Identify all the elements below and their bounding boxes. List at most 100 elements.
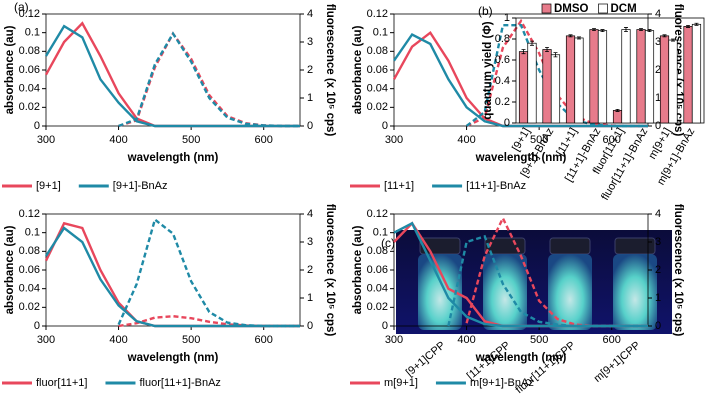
y-tick-label: 0 (34, 120, 40, 132)
bar (542, 49, 552, 124)
absorbance-line (44, 221, 300, 328)
y2-tick-label: 0 (655, 320, 661, 332)
error-bar (662, 34, 667, 38)
legend-label: m[9+1] (384, 377, 418, 389)
y-tick-label: 0.06 (19, 264, 40, 276)
fluorescence-line (117, 217, 300, 328)
x-tick-label: 300 (37, 134, 55, 146)
bar (621, 29, 631, 124)
error-bar (615, 108, 620, 112)
y-tick-label: 0.1 (25, 27, 40, 39)
error-bar (623, 27, 628, 33)
y2-tick-label: 1 (655, 92, 661, 104)
y-tick-label: 0.02 (367, 101, 388, 113)
panel-label: (b) (478, 4, 493, 18)
error-bar (600, 29, 605, 33)
y2-tick-label: 1 (307, 92, 313, 104)
y-tick-label: 0.04 (367, 283, 388, 295)
bar (565, 35, 576, 124)
y2-tick-label: 3 (655, 236, 661, 248)
error-bar (670, 38, 675, 42)
y2-tick-label: 4 (307, 208, 313, 220)
x-tick-label: 500 (530, 134, 548, 146)
y2-axis-label: fluorescence (x 10⁵ cps) (324, 4, 336, 137)
y-tick-label: 0.8 (495, 33, 510, 45)
y-tick-label: 0.12 (367, 208, 388, 220)
y2-axis-label: fluorescence (x 10⁵ cps) (324, 204, 336, 337)
fluorescence-line (118, 31, 300, 128)
y-tick-label: 0.06 (367, 64, 388, 76)
y2-tick-label: 4 (655, 208, 661, 220)
x-tick-label: 500 (182, 134, 200, 146)
vial-body (418, 254, 462, 330)
vial-label: fluor[11+1]CPP (513, 339, 577, 396)
bar (550, 54, 561, 124)
y-tick-label: 0.08 (19, 245, 40, 257)
bar (659, 35, 670, 124)
vial-body (613, 254, 657, 330)
y-tick-label: 0 (504, 117, 510, 129)
legend-label: [11+1]-BnAz (466, 180, 526, 192)
y-tick-label: 0.02 (19, 101, 40, 113)
error-bar (545, 47, 550, 52)
y2-tick-label: 2 (655, 64, 661, 76)
y2-tick-label: 1 (307, 292, 313, 304)
legend-swatch (598, 3, 608, 14)
y2-tick-label: 3 (655, 36, 661, 48)
error-bar (694, 22, 699, 26)
vial-body (483, 254, 527, 330)
x-tick-label: 600 (255, 334, 273, 346)
fluorescence-line (447, 234, 648, 328)
error-bar (647, 29, 652, 33)
x-tick-label: 300 (385, 134, 403, 146)
x-tick-label: 500 (530, 334, 548, 346)
bar (589, 29, 599, 124)
x-tick-label: 400 (109, 134, 127, 146)
bar (518, 51, 529, 124)
bar (668, 39, 678, 124)
y-tick-label: 0.08 (367, 45, 388, 57)
legend-label: DCM (611, 3, 637, 15)
x-axis-label: wavelength (nm) (475, 352, 567, 364)
x-axis-label: wavelength (nm) (127, 152, 219, 164)
y2-axis-label: fluorescence (x 10⁵ cps) (672, 204, 684, 337)
y2-tick-label: 2 (307, 64, 313, 76)
y-axis-label: absorbance (au) (352, 225, 364, 314)
error-bar (639, 28, 644, 31)
vial-cap (614, 237, 656, 255)
y2-tick-label: 1 (655, 292, 661, 304)
legend-swatch (541, 3, 552, 14)
y-tick-label: 0.12 (19, 8, 40, 20)
y-axis-label: quantum yield (Φ) (482, 21, 494, 119)
vial-cap (549, 237, 591, 255)
y-tick-label: 0.08 (367, 245, 388, 257)
y-tick-label: 0.2 (495, 96, 510, 108)
y-tick-label: 0.02 (19, 301, 40, 313)
x-tick-label: [11+1] (554, 126, 579, 158)
vial-label: m[9+1]CPP (592, 339, 643, 385)
vial-body (548, 254, 592, 330)
error-bar (529, 40, 534, 46)
error-bar (553, 52, 558, 58)
x-tick-label: 400 (457, 134, 475, 146)
absorbance-line (44, 24, 300, 128)
error-bar (592, 28, 597, 31)
y2-tick-label: 2 (655, 264, 661, 276)
y-tick-label: 0 (382, 320, 388, 332)
bar (644, 30, 655, 124)
y2-tick-label: 4 (307, 8, 313, 20)
bar (691, 23, 702, 124)
x-tick-label: 600 (255, 134, 273, 146)
panel-label: (a) (14, 0, 29, 14)
y-tick-label: 0.4 (495, 75, 510, 87)
y-tick-label: 0.06 (19, 64, 40, 76)
bar (683, 26, 693, 124)
y-tick-label: 0.06 (367, 264, 388, 276)
vials (418, 237, 657, 330)
x-tick-label: 600 (603, 134, 621, 146)
x-tick-label: 300 (37, 334, 55, 346)
x-tick-label: 600 (603, 334, 621, 346)
x-tick-label: 300 (385, 334, 403, 346)
legend-label: fluor[11+1] (36, 377, 87, 389)
